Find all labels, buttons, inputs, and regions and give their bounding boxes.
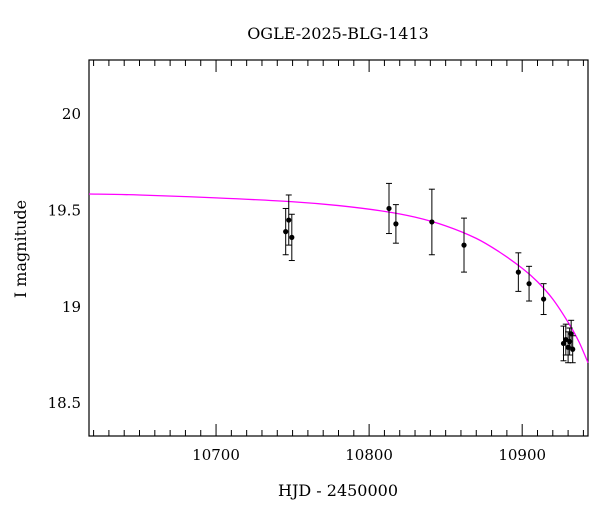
data-marker (568, 331, 574, 337)
x-tick-label: 10900 (498, 446, 546, 464)
y-axis-label: I magnitude (11, 200, 30, 298)
chart-title: OGLE-2025-BLG-1413 (247, 24, 429, 43)
x-axis-ticks (93, 60, 584, 436)
data-marker (289, 234, 295, 240)
data-marker (283, 229, 289, 235)
data-point (540, 283, 547, 316)
x-tick-label: 10800 (345, 446, 393, 464)
data-marker (429, 219, 435, 225)
data-point (392, 204, 399, 244)
y-tick-label: 18.5 (48, 394, 81, 412)
data-point (386, 182, 393, 235)
x-axis-tick-labels: 10700 10800 10900 (192, 446, 546, 464)
data-point (428, 188, 435, 256)
data-points-group (282, 182, 576, 364)
data-point (282, 207, 289, 256)
data-marker (515, 269, 521, 275)
data-marker (526, 281, 532, 287)
data-marker (461, 242, 467, 248)
y-tick-label: 19 (62, 298, 81, 316)
data-marker (560, 340, 567, 347)
data-point (461, 217, 468, 273)
y-tick-label: 19.5 (48, 201, 81, 219)
x-tick-label: 10700 (192, 446, 240, 464)
data-marker (563, 336, 569, 343)
data-marker (393, 221, 399, 227)
plot-frame (88, 59, 589, 437)
model-curve-group (88, 193, 589, 363)
x-axis-label: HJD - 2450000 (278, 481, 398, 500)
data-point (569, 335, 576, 364)
data-marker (541, 296, 547, 302)
y-axis-tick-labels: 18.5 19 19.5 20 (48, 105, 81, 412)
data-marker (570, 346, 576, 352)
y-tick-label: 20 (62, 105, 81, 123)
data-point (285, 194, 292, 246)
data-marker (386, 205, 392, 212)
data-point (288, 213, 295, 262)
plot-border (88, 59, 589, 437)
data-point (515, 252, 522, 292)
data-point (526, 265, 533, 302)
data-marker (286, 217, 292, 223)
model-curve (88, 193, 589, 363)
